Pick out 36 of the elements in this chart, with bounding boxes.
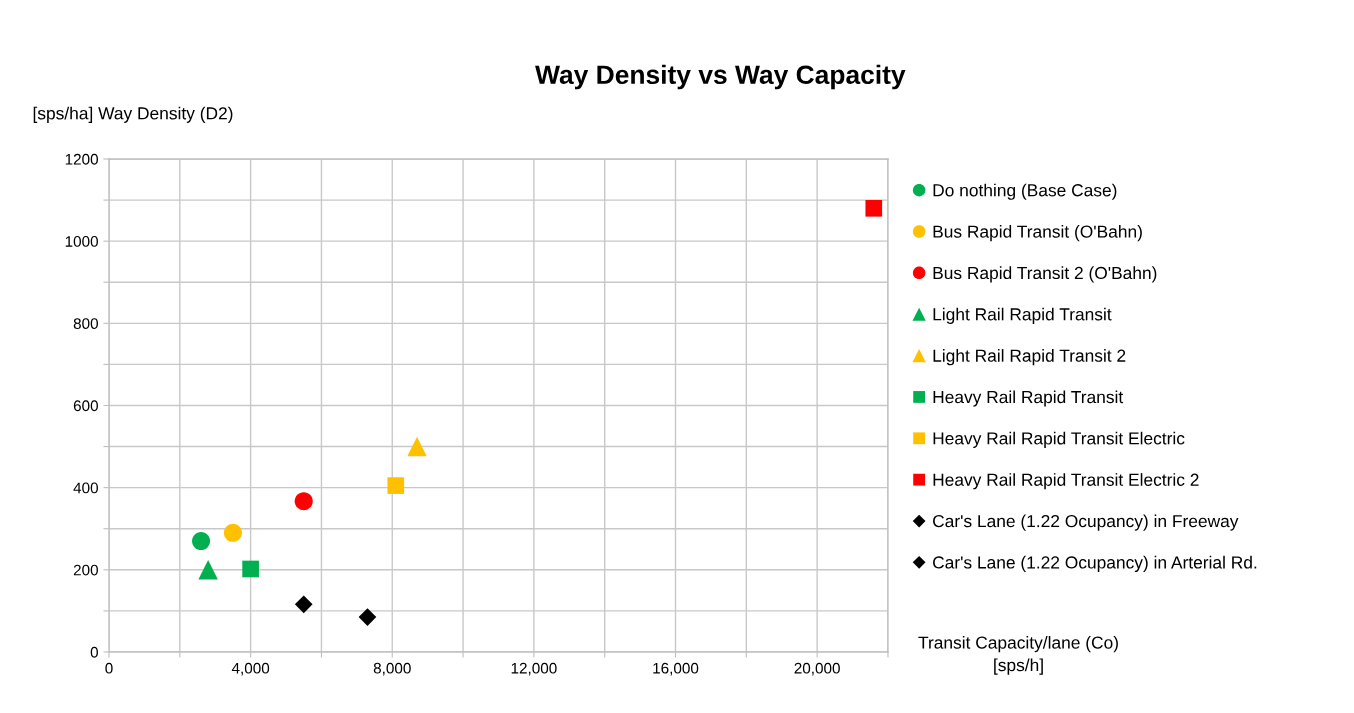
y-tick-label: 1000 xyxy=(65,236,98,247)
y-tick-label: 200 xyxy=(73,564,98,576)
legend-label: Light Rail Rapid Transit 2 xyxy=(933,349,1126,366)
point xyxy=(198,560,218,580)
point xyxy=(223,523,242,542)
legend-label: Do nothing (Base Case) xyxy=(933,183,1117,200)
legend-label: Heavy Rail Rapid Transit xyxy=(933,390,1124,407)
y-tick-label: 600 xyxy=(73,400,98,412)
legend-label: Car's Lane (1.22 Ocupancy) in Freeway xyxy=(933,514,1239,531)
x-axis-title: Transit Capacity/lane (Co) [sps/h] xyxy=(918,636,1118,675)
point xyxy=(865,199,883,217)
y-tick-label: 0 xyxy=(90,646,98,658)
point xyxy=(387,477,405,494)
y-axis-title: [sps/ha] Way Density (D2) xyxy=(33,106,233,123)
x-tick-label: 8,000 xyxy=(373,662,411,676)
point xyxy=(358,608,377,626)
point xyxy=(294,492,313,511)
legend-label: Bus Rapid Transit (O'Bahn) xyxy=(933,225,1142,242)
point xyxy=(407,436,427,457)
legend-label: Heavy Rail Rapid Transit Electric xyxy=(933,431,1185,448)
point xyxy=(294,595,313,614)
legend-label: Heavy Rail Rapid Transit Electric 2 xyxy=(933,473,1199,490)
y-tick-label: 400 xyxy=(73,482,98,494)
x-tick-label: 0 xyxy=(105,662,113,674)
y-tick-label: 800 xyxy=(73,318,98,330)
point xyxy=(242,560,259,578)
y-tick-label: 1200 xyxy=(65,153,98,165)
x-tick-label: 4,000 xyxy=(231,662,270,676)
chart-title: Way Density vs Way Capacity xyxy=(535,64,906,90)
point xyxy=(192,532,211,551)
x-tick-label: 12,000 xyxy=(511,662,557,676)
legend-label: Light Rail Rapid Transit xyxy=(933,307,1112,324)
x-tick-label: 20,000 xyxy=(794,662,840,676)
x-tick-label: 16,000 xyxy=(653,662,699,676)
legend-label: Car's Lane (1.22 Ocupancy) in Arterial Rd. xyxy=(933,555,1257,573)
legend-label: Bus Rapid Transit 2 (O'Bahn) xyxy=(933,266,1157,283)
